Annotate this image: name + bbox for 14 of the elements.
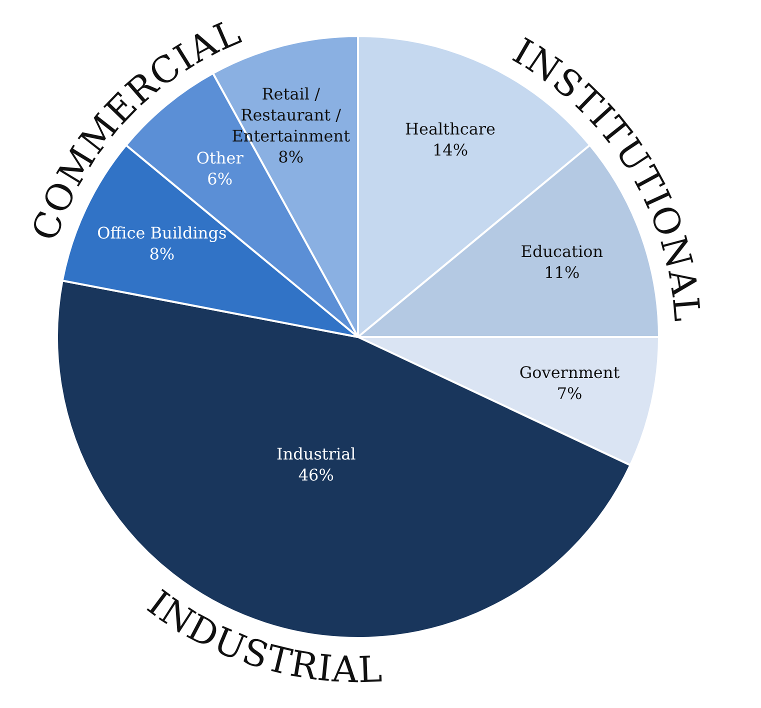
slice-label: Government (519, 362, 620, 382)
data-label: 14% (432, 140, 468, 160)
data-label: 8% (278, 148, 304, 167)
text: INDUSTRIAL (140, 583, 383, 692)
slice-label: Industrial (276, 444, 356, 464)
slice-label: Office Buildings (97, 223, 227, 242)
data-label: 11% (544, 263, 580, 282)
slice-label: Other (196, 148, 244, 168)
data-label: 8% (149, 244, 175, 264)
data-label: 7% (556, 384, 582, 403)
data-label: 6% (207, 170, 233, 189)
slice-label: Healthcare (405, 120, 496, 139)
data-label: 46% (298, 465, 334, 484)
slice-label: Education (520, 242, 604, 262)
